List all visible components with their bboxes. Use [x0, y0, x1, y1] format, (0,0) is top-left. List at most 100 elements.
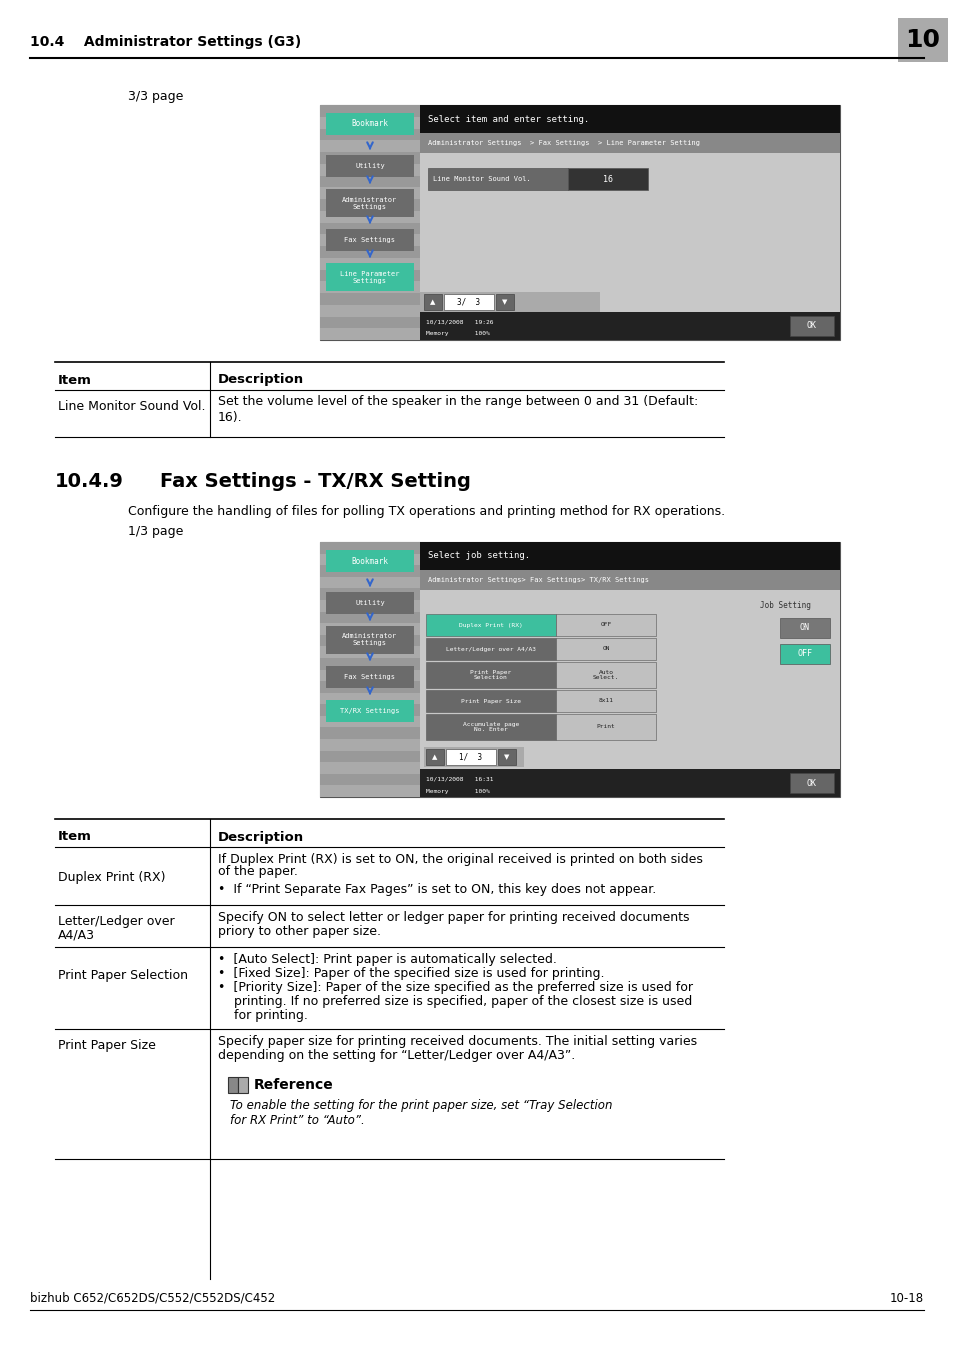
Text: 3/  3: 3/ 3 — [456, 297, 480, 306]
FancyBboxPatch shape — [497, 749, 516, 765]
Text: TX/RX Settings: TX/RX Settings — [340, 707, 399, 714]
Text: Print: Print — [596, 725, 615, 729]
Text: 16).: 16). — [218, 410, 242, 424]
FancyBboxPatch shape — [319, 116, 419, 128]
FancyBboxPatch shape — [319, 647, 419, 657]
FancyBboxPatch shape — [319, 634, 419, 647]
Text: Memory       100%: Memory 100% — [426, 332, 489, 336]
FancyBboxPatch shape — [319, 657, 419, 670]
Text: OFF: OFF — [797, 649, 812, 659]
FancyBboxPatch shape — [319, 128, 419, 140]
FancyBboxPatch shape — [319, 774, 419, 786]
Text: Auto
Select.: Auto Select. — [592, 670, 618, 680]
FancyBboxPatch shape — [319, 198, 419, 211]
Text: Item: Item — [58, 374, 91, 386]
FancyBboxPatch shape — [780, 644, 829, 664]
Text: Reference: Reference — [253, 1079, 334, 1092]
Text: 1/3 page: 1/3 page — [128, 525, 183, 539]
FancyBboxPatch shape — [319, 682, 419, 693]
FancyBboxPatch shape — [426, 749, 443, 765]
Text: 1/  3: 1/ 3 — [459, 752, 482, 761]
FancyBboxPatch shape — [319, 316, 419, 328]
FancyBboxPatch shape — [423, 747, 523, 767]
Text: Letter/Ledger over A4/A3: Letter/Ledger over A4/A3 — [446, 647, 536, 652]
Text: Print Paper
Selection: Print Paper Selection — [470, 670, 511, 680]
FancyBboxPatch shape — [319, 235, 419, 246]
Text: Line Parameter
Settings: Line Parameter Settings — [340, 270, 399, 284]
FancyBboxPatch shape — [419, 570, 840, 590]
Text: Duplex Print (RX): Duplex Print (RX) — [458, 622, 522, 628]
FancyBboxPatch shape — [556, 714, 656, 740]
Text: ON: ON — [601, 647, 609, 652]
Text: OFF: OFF — [599, 622, 611, 628]
FancyBboxPatch shape — [556, 614, 656, 636]
FancyBboxPatch shape — [326, 666, 414, 688]
FancyBboxPatch shape — [319, 589, 419, 599]
FancyBboxPatch shape — [319, 223, 419, 235]
FancyBboxPatch shape — [319, 728, 419, 738]
FancyBboxPatch shape — [319, 163, 419, 176]
Text: bizhub C652/C652DS/C552/C552DS/C452: bizhub C652/C652DS/C552/C552DS/C452 — [30, 1292, 275, 1304]
Text: Print Paper Size: Print Paper Size — [58, 1038, 155, 1052]
FancyBboxPatch shape — [326, 593, 414, 614]
Text: •  If “Print Separate Fax Pages” is set to ON, this key does not appear.: • If “Print Separate Fax Pages” is set t… — [218, 883, 656, 895]
Text: 3/3 page: 3/3 page — [128, 90, 183, 103]
FancyBboxPatch shape — [419, 292, 599, 312]
Text: Specify ON to select letter or ledger paper for printing received documents: Specify ON to select letter or ledger pa… — [218, 910, 689, 923]
FancyBboxPatch shape — [419, 105, 840, 134]
Text: Fax Settings: Fax Settings — [344, 674, 395, 680]
FancyBboxPatch shape — [319, 763, 419, 774]
FancyBboxPatch shape — [319, 153, 419, 163]
FancyBboxPatch shape — [319, 751, 419, 763]
FancyBboxPatch shape — [319, 258, 419, 270]
FancyBboxPatch shape — [319, 105, 419, 116]
FancyBboxPatch shape — [556, 690, 656, 711]
FancyBboxPatch shape — [326, 155, 414, 177]
Text: Administrator Settings> Fax Settings> TX/RX Settings: Administrator Settings> Fax Settings> TX… — [428, 576, 648, 583]
Text: Utility: Utility — [355, 599, 384, 606]
FancyBboxPatch shape — [426, 690, 556, 711]
FancyBboxPatch shape — [326, 701, 414, 722]
FancyBboxPatch shape — [319, 281, 419, 293]
FancyBboxPatch shape — [326, 189, 414, 217]
FancyBboxPatch shape — [443, 294, 494, 310]
Text: Line Monitor Sound Vol.: Line Monitor Sound Vol. — [433, 176, 530, 182]
FancyBboxPatch shape — [319, 599, 419, 612]
FancyBboxPatch shape — [423, 294, 441, 310]
FancyBboxPatch shape — [426, 714, 556, 740]
Text: Print Paper Size: Print Paper Size — [460, 698, 520, 703]
Text: 10.4    Administrator Settings (G3): 10.4 Administrator Settings (G3) — [30, 35, 301, 49]
Text: depending on the setting for “Letter/Ledger over A4/A3”.: depending on the setting for “Letter/Led… — [218, 1049, 575, 1061]
FancyBboxPatch shape — [319, 246, 419, 258]
Text: •  [Auto Select]: Print paper is automatically selected.: • [Auto Select]: Print paper is automati… — [218, 953, 557, 965]
FancyBboxPatch shape — [319, 738, 419, 751]
Text: Fax Settings: Fax Settings — [344, 238, 395, 243]
FancyBboxPatch shape — [419, 312, 840, 340]
FancyBboxPatch shape — [419, 105, 840, 340]
Text: 10.4.9: 10.4.9 — [55, 472, 124, 491]
Text: A4/A3: A4/A3 — [58, 929, 95, 941]
Text: Specify paper size for printing received documents. The initial setting varies: Specify paper size for printing received… — [218, 1034, 697, 1048]
FancyBboxPatch shape — [780, 618, 829, 639]
Text: ▼: ▼ — [502, 298, 507, 305]
FancyBboxPatch shape — [326, 263, 414, 292]
Text: OK: OK — [806, 779, 816, 787]
Text: 16: 16 — [602, 174, 613, 184]
Text: Duplex Print (RX): Duplex Print (RX) — [58, 871, 165, 883]
FancyBboxPatch shape — [319, 705, 419, 716]
FancyBboxPatch shape — [319, 786, 419, 796]
Text: •  [Priority Size]: Paper of the size specified as the preferred size is used fo: • [Priority Size]: Paper of the size spe… — [218, 980, 692, 994]
Text: Select job setting.: Select job setting. — [428, 552, 530, 560]
FancyBboxPatch shape — [326, 113, 414, 135]
FancyBboxPatch shape — [319, 566, 419, 576]
Text: Fax Settings - TX/RX Setting: Fax Settings - TX/RX Setting — [160, 472, 471, 491]
FancyBboxPatch shape — [319, 541, 840, 796]
FancyBboxPatch shape — [419, 769, 840, 796]
FancyBboxPatch shape — [319, 670, 419, 682]
Text: for RX Print” to “Auto”.: for RX Print” to “Auto”. — [230, 1114, 364, 1126]
FancyBboxPatch shape — [319, 554, 419, 566]
FancyBboxPatch shape — [897, 18, 947, 62]
Text: for printing.: for printing. — [218, 1008, 308, 1022]
FancyBboxPatch shape — [319, 328, 419, 340]
Text: Accumulate page
No. Enter: Accumulate page No. Enter — [462, 722, 518, 733]
